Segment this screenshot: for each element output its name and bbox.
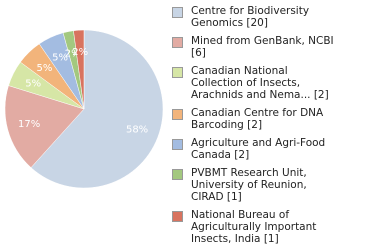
slice-label: 2% [65, 48, 81, 59]
slice-label: 17% [18, 119, 40, 130]
slice-label: 5% [25, 78, 41, 89]
chart: 58%17%5%5%5%2%2% [4, 29, 164, 189]
legend-item: Canadian Centre for DNA Barcoding [2] [170, 107, 375, 131]
legend-swatch [172, 169, 183, 180]
pie-slice [4, 85, 85, 168]
legend-swatch [172, 109, 183, 120]
legend-item: PVBMT Research Unit, University of Reuni… [170, 167, 375, 203]
slice-label: 2% [72, 47, 88, 58]
slice-label: 5% [52, 52, 68, 63]
legend-item: Canadian National Collection of Insects,… [170, 65, 375, 101]
legend-label: Agriculture and Agri-Food Canada [2] [191, 137, 326, 161]
pie-slice [73, 29, 85, 110]
legend: Centre for Biodiversity Genomics [20] Min… [170, 5, 375, 251]
legend-label: Canadian National Collection of Insects,… [191, 65, 329, 101]
legend-label: Centre for Biodiversity Genomics [20] [191, 5, 310, 29]
slice-label: 5% [37, 63, 53, 74]
legend-swatch [172, 211, 183, 222]
legend-swatch [172, 139, 183, 150]
legend-label: Canadian Centre for DNA Barcoding [2] [191, 107, 324, 131]
legend-swatch [172, 67, 183, 78]
legend-label: PVBMT Research Unit, University of Reuni… [191, 167, 307, 203]
legend-item: Centre for Biodiversity Genomics [20] [170, 5, 375, 29]
legend-item: Mined from GenBank, NCBI [6] [170, 35, 375, 59]
legend-label: Mined from GenBank, NCBI [6] [191, 35, 334, 59]
pie-slice [30, 29, 164, 189]
legend-swatch [172, 37, 183, 48]
legend-swatch [172, 7, 183, 18]
slice-label: 58% [126, 124, 148, 135]
page: 58% 17% 5% 5% 5% 2% 2% Centre for Biodiversity… [4, 5, 334, 245]
legend-item: Agriculture and Agri-Food Canada [2] [170, 137, 375, 161]
